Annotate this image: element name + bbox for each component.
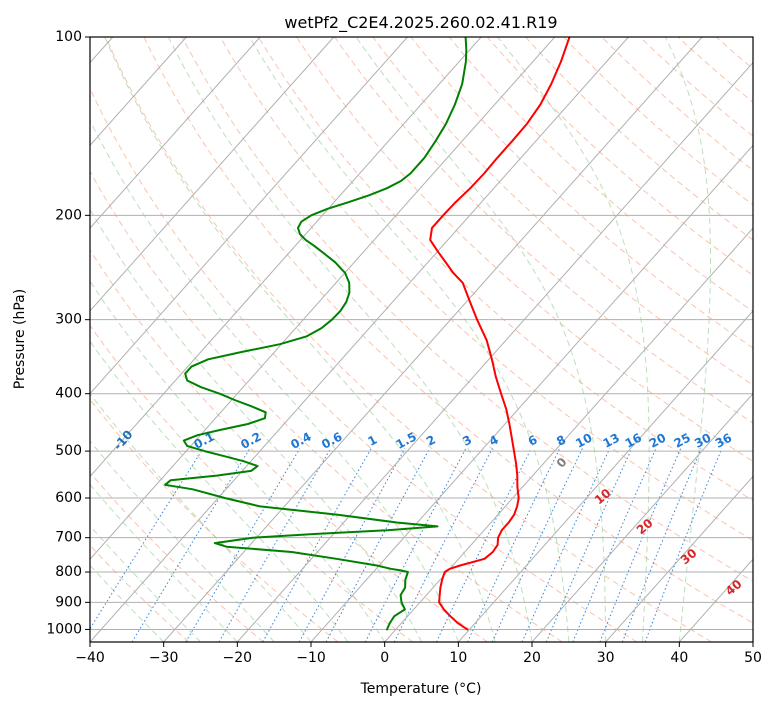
dry-adiabat <box>448 37 753 312</box>
mixing-ratio-label: 10 <box>573 431 594 451</box>
y-tick-label: 700 <box>55 530 82 546</box>
x-tick-label: 50 <box>744 650 762 666</box>
isotherm-gridline <box>90 37 556 560</box>
dry-adiabat <box>105 37 712 642</box>
isotherm-gridline <box>90 37 408 395</box>
x-tick-label: −10 <box>296 650 326 666</box>
chart-title: wetPf2_C2E4.2025.260.02.41.R19 <box>284 13 557 33</box>
moist-adiabat <box>90 440 275 642</box>
mixing-ratio-line <box>90 448 204 630</box>
temperature-line <box>429 37 571 631</box>
dry-adiabat <box>181 37 753 582</box>
moist-adiabat <box>90 483 238 642</box>
x-tick-label: −20 <box>223 650 253 666</box>
y-tick-label: 800 <box>55 564 82 580</box>
dry-adiabat <box>90 324 414 642</box>
y-tick-label: 400 <box>55 386 82 402</box>
isotherm-gridline <box>384 227 753 642</box>
isotherm-gridline <box>90 37 629 642</box>
dry-adiabat <box>90 544 190 642</box>
x-axis-label: Temperature (°C) <box>360 681 482 697</box>
y-tick-label: 600 <box>55 490 82 506</box>
isotherm-gridline <box>90 37 335 312</box>
x-tick-label: 20 <box>523 650 541 666</box>
y-tick-label: 1000 <box>46 621 82 637</box>
mixing-ratio-line <box>393 448 493 642</box>
y-tick-label: 900 <box>55 594 82 610</box>
mixing-ratio-label: 13 <box>601 431 622 451</box>
y-tick-label: 500 <box>55 443 82 459</box>
dry-adiabat <box>90 398 339 642</box>
y-tick-label: 100 <box>55 29 82 45</box>
dry-adiabat <box>257 37 753 502</box>
moist-adiabat <box>104 37 496 642</box>
moist-adiabat <box>355 37 607 642</box>
dry-adiabat <box>90 471 264 642</box>
dry-adiabat <box>90 170 563 642</box>
mixing-ratio-label: 16 <box>623 431 644 451</box>
mixing-ratio-label: 20 <box>647 431 668 451</box>
moist-adiabat <box>664 37 711 642</box>
isotherm-gridline <box>457 310 753 642</box>
mixing-ratio-line <box>131 448 251 642</box>
y-tick-label: 200 <box>55 207 82 223</box>
plot-area: -100-90-80-70-60-50-40-30-20-10010203040… <box>90 37 753 642</box>
dry-adiabat <box>90 87 638 642</box>
x-tick-label: 30 <box>597 650 615 666</box>
isotherm-gridline <box>310 144 753 642</box>
mixing-ratio-line <box>491 448 583 642</box>
isotherm-gridline <box>236 61 753 642</box>
dry-adiabat <box>410 37 753 349</box>
mixing-ratio-line <box>467 448 561 642</box>
moist-adiabat <box>167 37 533 642</box>
dry-adiabat <box>90 248 488 642</box>
isotherm-gridline <box>163 37 703 642</box>
x-tick-label: −40 <box>75 650 105 666</box>
mixing-ratio-line <box>621 448 702 642</box>
moist-adiabat <box>90 119 459 642</box>
mixing-ratio-label: 25 <box>672 431 693 451</box>
isotherm-gridline <box>90 37 482 478</box>
isotherm-gridline <box>605 475 753 642</box>
mixing-ratio-line <box>185 448 301 642</box>
series-layer <box>164 37 571 631</box>
y-axis-label: Pressure (hPa) <box>12 289 28 389</box>
x-tick-label: 10 <box>449 650 467 666</box>
dry-adiabat <box>219 37 753 542</box>
x-tick-label: −30 <box>149 650 179 666</box>
mixing-ratio-line <box>218 448 332 642</box>
isotherm-gridline <box>90 37 261 229</box>
axes: −40 −30 −20 −10 0 10 20 30 40 50 100 200 300 400 500 60… <box>46 29 762 666</box>
moist-adiabat <box>90 208 422 642</box>
moist-adiabat <box>90 280 386 642</box>
mixing-ratio-label: 36 <box>713 431 734 451</box>
moist-adiabat <box>248 37 570 642</box>
mixing-ratio-line <box>364 448 467 642</box>
y-tick-label: 300 <box>55 312 82 328</box>
grid <box>90 37 753 642</box>
moist-adiabat <box>90 340 349 642</box>
dewpoint-line <box>164 37 468 631</box>
isotherm-gridline <box>531 392 753 642</box>
x-tick-label: 40 <box>670 650 688 666</box>
x-tick-label: 0 <box>380 650 389 666</box>
isotherm-gridline <box>90 37 187 147</box>
plot-frame <box>89 36 754 643</box>
mixing-ratio-label: 30 <box>692 431 713 451</box>
mixing-ratio-line <box>599 448 682 642</box>
